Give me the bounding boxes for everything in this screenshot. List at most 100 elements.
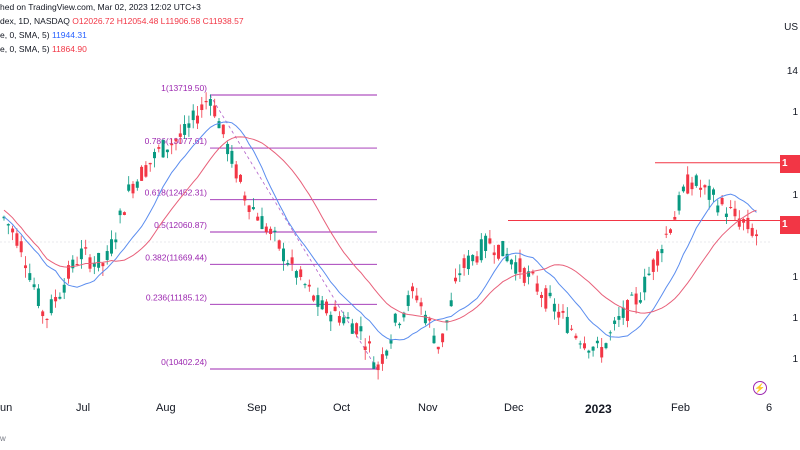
candle-body bbox=[634, 293, 638, 305]
candle-body bbox=[45, 318, 49, 320]
day-label: 6 bbox=[766, 402, 773, 414]
candle-body bbox=[174, 139, 178, 142]
month-label: Nov bbox=[418, 402, 438, 414]
price-chart[interactable]: 1(13719.50)0.786(13077.61)0.618(12452.31… bbox=[0, 0, 800, 400]
candle-body bbox=[540, 294, 543, 298]
candle-body bbox=[699, 187, 703, 190]
candle-body bbox=[449, 300, 453, 307]
candle-body bbox=[67, 265, 70, 279]
candle-body bbox=[320, 300, 324, 310]
candle-body bbox=[286, 263, 290, 265]
moving-average-slow bbox=[3, 136, 757, 323]
candle-body bbox=[36, 288, 40, 306]
candle-body bbox=[380, 354, 384, 364]
candle-body bbox=[595, 340, 599, 344]
candle-body bbox=[518, 258, 522, 273]
fib-level-label: 0.236(11185.12) bbox=[146, 292, 207, 302]
month-label: Feb bbox=[671, 402, 690, 414]
date-axis[interactable]: un Jul Aug Sep Oct Nov Dec 2023 Feb 6 bbox=[0, 396, 773, 426]
candle-body bbox=[591, 346, 595, 351]
candle-body bbox=[58, 296, 62, 299]
candle-body bbox=[621, 307, 625, 318]
candle-body bbox=[200, 104, 204, 111]
candle-body bbox=[372, 362, 376, 369]
month-label: un bbox=[0, 402, 13, 414]
candle-body bbox=[273, 230, 277, 233]
month-label: Jul bbox=[76, 402, 91, 414]
candle-body bbox=[230, 150, 234, 164]
candle-body bbox=[737, 218, 741, 227]
candle-body bbox=[71, 259, 75, 269]
candle-body bbox=[638, 300, 642, 303]
candle-body bbox=[148, 162, 152, 165]
chart-legend: hed on TradingView.com, Mar 02, 2023 12:… bbox=[0, 0, 244, 56]
candle-body bbox=[570, 328, 574, 330]
published-info: hed on TradingView.com, Mar 02, 2023 12:… bbox=[0, 2, 201, 12]
currency-label: US bbox=[784, 22, 798, 33]
candle-body bbox=[419, 302, 423, 307]
candle-body bbox=[337, 316, 341, 323]
candle-body bbox=[720, 197, 724, 205]
candle-body bbox=[677, 195, 681, 211]
candle-body bbox=[196, 115, 199, 124]
candle-body bbox=[548, 292, 552, 297]
candle-body bbox=[608, 332, 612, 334]
candle-body bbox=[484, 235, 488, 251]
ma-fast-value: 11944.31 bbox=[51, 30, 87, 40]
candle-body bbox=[578, 343, 582, 345]
lightning-icon[interactable]: ⚡ bbox=[753, 381, 767, 395]
candle-body bbox=[316, 295, 320, 307]
price-axis[interactable]: US 14 1 1 1 1 1 bbox=[770, 0, 800, 400]
candle-body bbox=[161, 140, 165, 158]
candle-body bbox=[2, 216, 6, 219]
candle-body bbox=[613, 320, 617, 324]
candle-body bbox=[368, 341, 371, 344]
candle-body bbox=[97, 252, 101, 268]
candle-body bbox=[587, 350, 591, 353]
candle-body bbox=[488, 238, 492, 244]
month-label: Sep bbox=[247, 402, 267, 414]
candle-body bbox=[127, 184, 131, 191]
candle-body bbox=[411, 286, 414, 292]
month-label: Aug bbox=[156, 402, 176, 414]
candle-body bbox=[617, 316, 621, 320]
ohlc-values: O12026.72 H12054.48 L11906.58 C11938.57 bbox=[72, 16, 244, 26]
candle-body bbox=[110, 239, 113, 254]
candle-body bbox=[247, 205, 251, 212]
candle-body bbox=[415, 295, 419, 301]
candle-body bbox=[501, 241, 505, 257]
ma-fast-label: e, 0, SMA, 5) bbox=[0, 30, 50, 40]
candle-body bbox=[458, 273, 462, 276]
candle-body bbox=[712, 189, 715, 195]
candle-body bbox=[432, 335, 436, 344]
candle-body bbox=[673, 216, 677, 220]
candle-body bbox=[729, 206, 733, 208]
candle-body bbox=[243, 195, 247, 201]
candle-body bbox=[509, 259, 513, 265]
price-tick: 1 bbox=[792, 107, 798, 118]
candle-body bbox=[140, 166, 144, 181]
candle-body bbox=[294, 271, 298, 278]
candle-body bbox=[204, 100, 208, 103]
candle-body bbox=[135, 181, 139, 188]
candle-body bbox=[445, 320, 449, 323]
candle-body bbox=[436, 346, 440, 350]
price-tick: 1 bbox=[792, 354, 798, 365]
candle-body bbox=[183, 124, 187, 135]
candle-body bbox=[114, 239, 118, 243]
candle-body bbox=[122, 212, 126, 215]
candle-body bbox=[428, 318, 432, 321]
candle-body bbox=[105, 251, 109, 260]
candle-body bbox=[694, 175, 698, 186]
candle-body bbox=[234, 164, 238, 179]
candle-body bbox=[376, 364, 380, 371]
candle-body bbox=[342, 317, 346, 324]
candle-body bbox=[239, 174, 242, 182]
candle-body bbox=[686, 174, 690, 194]
symbol-info: dex, 1D, NASDAQ bbox=[0, 16, 70, 26]
footer-text: w bbox=[0, 434, 6, 443]
candle-body bbox=[389, 339, 393, 344]
year-label: 2023 bbox=[585, 402, 612, 416]
candle-body bbox=[118, 210, 122, 216]
